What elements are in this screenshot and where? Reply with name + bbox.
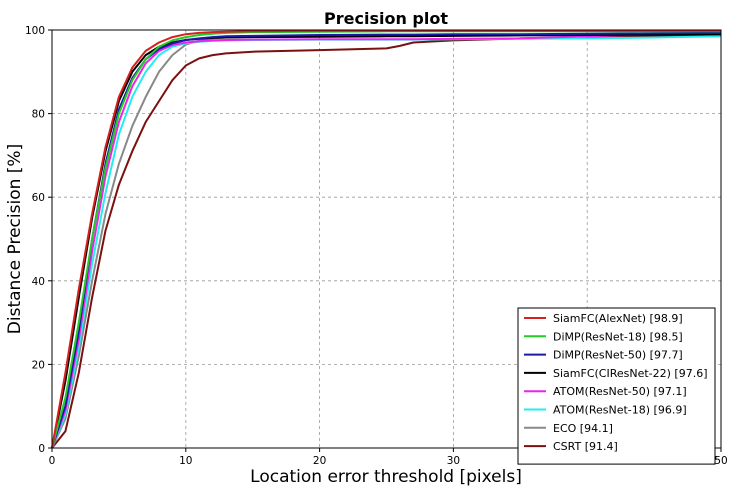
y-tick-label: 100 — [25, 25, 45, 37]
legend-box — [517, 307, 716, 465]
legend-entry-label: DiMP(ResNet-50) [97.7] — [553, 349, 683, 362]
y-tick-label: 80 — [32, 109, 45, 121]
legend-entry-label: SiamFC(AlexNet) [98.9] — [553, 312, 683, 325]
y-tick-label: 0 — [38, 443, 45, 455]
x-tick-label: 20 — [313, 455, 326, 467]
plot-frame — [51, 29, 722, 449]
series-line — [51, 29, 721, 449]
x-tick-label: 30 — [447, 455, 460, 467]
legend-entry-label: SiamFC(CIResNet-22) [97.6] — [553, 367, 708, 380]
y-tick-label: 60 — [32, 192, 45, 204]
chart-title: Precision plot — [324, 9, 448, 28]
y-tick-label: 20 — [32, 359, 45, 371]
legend-entry-label: ECO [94.1] — [553, 422, 613, 435]
legend-entry-label: ATOM(ResNet-50) [97.1] — [553, 385, 687, 398]
legend: SiamFC(AlexNet) [98.9] DiMP(ResNet-18) [9… — [517, 307, 716, 465]
x-axis-label: Location error threshold [pixels] — [250, 467, 522, 487]
x-tick-label: 50 — [714, 455, 727, 467]
legend-entry-label: ATOM(ResNet-18) [96.9] — [553, 404, 687, 417]
y-axis-label: Distance Precision [%] — [5, 144, 25, 334]
series-line — [51, 32, 722, 449]
x-tick-label: 0 — [49, 455, 56, 467]
y-tick-label: 40 — [32, 276, 45, 288]
series-layer — [51, 29, 722, 449]
legend-entry-label: CSRT [91.4] — [553, 440, 618, 453]
legend-entry-label: DiMP(ResNet-18) [98.5] — [553, 330, 683, 343]
x-tick-label: 10 — [179, 455, 192, 467]
